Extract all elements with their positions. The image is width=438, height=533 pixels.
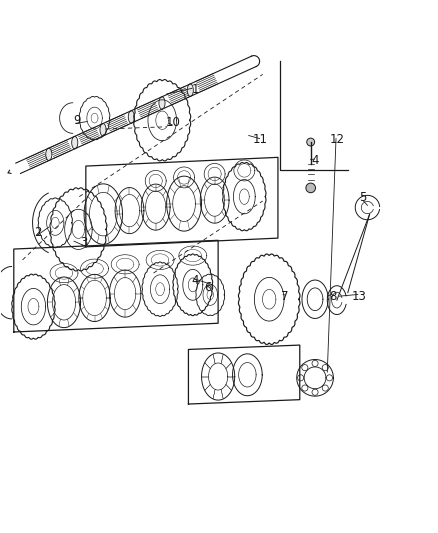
Text: 12: 12 [329,133,344,147]
Ellipse shape [187,84,193,96]
Ellipse shape [159,97,165,109]
Text: 5: 5 [360,191,367,204]
Text: 6: 6 [205,281,212,294]
Ellipse shape [128,111,134,123]
Text: 3: 3 [80,236,87,249]
Text: 4: 4 [311,155,319,167]
Text: 11: 11 [253,133,268,147]
Text: 10: 10 [166,116,180,129]
Text: 8: 8 [329,290,336,303]
Ellipse shape [72,136,78,149]
Text: 7: 7 [281,290,288,303]
Text: 9: 9 [73,114,81,127]
Circle shape [307,138,314,146]
Ellipse shape [46,148,52,160]
Circle shape [306,183,315,193]
Ellipse shape [100,124,106,136]
Text: 13: 13 [351,290,366,303]
Text: 4: 4 [191,274,199,287]
Text: 2: 2 [34,226,42,239]
Text: 1: 1 [191,83,199,96]
